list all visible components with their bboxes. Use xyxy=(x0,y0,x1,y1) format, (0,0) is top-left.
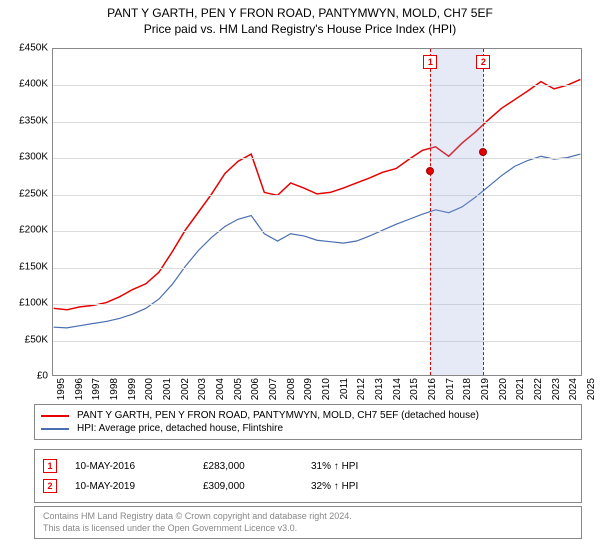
marker-line xyxy=(430,49,431,375)
chart-titles: PANT Y GARTH, PEN Y FRON ROAD, PANTYMWYN… xyxy=(0,0,600,38)
legend-swatch-hpi xyxy=(41,428,69,430)
highlight-band xyxy=(430,49,483,375)
gridline xyxy=(53,231,581,232)
xtick-label: 2006 xyxy=(250,378,261,400)
xtick-label: 2009 xyxy=(303,378,314,400)
ytick-label: £450K xyxy=(19,43,48,54)
xtick-label: 2011 xyxy=(339,378,350,400)
ytick-label: £350K xyxy=(19,115,48,126)
gridline xyxy=(53,341,581,342)
sale-row: 1 10-MAY-2016 £283,000 31% ↑ HPI xyxy=(43,456,573,476)
xtick-label: 2005 xyxy=(233,378,244,400)
xtick-label: 2020 xyxy=(498,378,509,400)
xtick-label: 2002 xyxy=(180,378,191,400)
ytick-label: £150K xyxy=(19,261,48,272)
marker-box: 1 xyxy=(423,55,437,69)
chart-title-address: PANT Y GARTH, PEN Y FRON ROAD, PANTYMWYN… xyxy=(10,6,590,20)
xtick-label: 1995 xyxy=(56,378,67,400)
chart-subtitle: Price paid vs. HM Land Registry's House … xyxy=(10,22,590,36)
xtick-label: 2003 xyxy=(197,378,208,400)
gridline xyxy=(53,195,581,196)
marker-box: 2 xyxy=(476,55,490,69)
xtick-label: 2010 xyxy=(321,378,332,400)
gridline xyxy=(53,158,581,159)
sale-badge: 1 xyxy=(43,459,57,473)
xtick-label: 2000 xyxy=(144,378,155,400)
sale-price: £309,000 xyxy=(203,481,293,492)
marker-line xyxy=(483,49,484,375)
series-line-hpi xyxy=(54,154,581,328)
footer-line2: This data is licensed under the Open Gov… xyxy=(43,523,573,535)
legend-item-hpi: HPI: Average price, detached house, Flin… xyxy=(41,422,575,435)
xtick-label: 2018 xyxy=(462,378,473,400)
ytick-label: £250K xyxy=(19,188,48,199)
xtick-label: 2004 xyxy=(215,378,226,400)
xtick-label: 2019 xyxy=(480,378,491,400)
footer-attribution: Contains HM Land Registry data © Crown c… xyxy=(34,506,582,539)
sale-date: 10-MAY-2016 xyxy=(75,461,185,472)
xtick-label: 2015 xyxy=(409,378,420,400)
ytick-label: £0 xyxy=(37,371,48,382)
xtick-label: 2016 xyxy=(427,378,438,400)
legend-label-property: PANT Y GARTH, PEN Y FRON ROAD, PANTYMWYN… xyxy=(77,410,479,421)
xtick-label: 1999 xyxy=(127,378,138,400)
ytick-label: £50K xyxy=(25,334,48,345)
xtick-label: 2022 xyxy=(533,378,544,400)
sale-price: £283,000 xyxy=(203,461,293,472)
gridline xyxy=(53,122,581,123)
sale-diff: 32% ↑ HPI xyxy=(311,481,401,492)
sale-diff: 31% ↑ HPI xyxy=(311,461,401,472)
legend-box: PANT Y GARTH, PEN Y FRON ROAD, PANTYMWYN… xyxy=(34,404,582,440)
xtick-label: 1997 xyxy=(91,378,102,400)
ytick-label: £300K xyxy=(19,152,48,163)
sales-table: 1 10-MAY-2016 £283,000 31% ↑ HPI 2 10-MA… xyxy=(34,449,582,503)
xtick-label: 2021 xyxy=(515,378,526,400)
ytick-label: £100K xyxy=(19,298,48,309)
sale-dot xyxy=(426,167,434,175)
legend-swatch-property xyxy=(41,415,69,417)
xtick-label: 2001 xyxy=(162,378,173,400)
legend-label-hpi: HPI: Average price, detached house, Flin… xyxy=(77,423,283,434)
sale-dot xyxy=(479,148,487,156)
gridline xyxy=(53,304,581,305)
xtick-label: 2012 xyxy=(356,378,367,400)
xtick-label: 2017 xyxy=(445,378,456,400)
plot-area: 12 xyxy=(52,48,582,376)
ytick-label: £400K xyxy=(19,79,48,90)
gridline xyxy=(53,85,581,86)
ytick-label: £200K xyxy=(19,225,48,236)
xtick-label: 2023 xyxy=(551,378,562,400)
gridline xyxy=(53,268,581,269)
footer-line1: Contains HM Land Registry data © Crown c… xyxy=(43,511,573,523)
xtick-label: 2024 xyxy=(568,378,579,400)
chart-lines-svg xyxy=(53,49,581,375)
xtick-label: 2013 xyxy=(374,378,385,400)
sale-row: 2 10-MAY-2019 £309,000 32% ↑ HPI xyxy=(43,476,573,496)
xtick-label: 2014 xyxy=(392,378,403,400)
xtick-label: 1996 xyxy=(74,378,85,400)
xtick-label: 2008 xyxy=(286,378,297,400)
sale-date: 10-MAY-2019 xyxy=(75,481,185,492)
legend-item-property: PANT Y GARTH, PEN Y FRON ROAD, PANTYMWYN… xyxy=(41,409,575,422)
xtick-label: 2025 xyxy=(586,378,597,400)
sale-badge: 2 xyxy=(43,479,57,493)
xtick-label: 2007 xyxy=(268,378,279,400)
xtick-label: 1998 xyxy=(109,378,120,400)
chart-container: PANT Y GARTH, PEN Y FRON ROAD, PANTYMWYN… xyxy=(0,0,600,560)
